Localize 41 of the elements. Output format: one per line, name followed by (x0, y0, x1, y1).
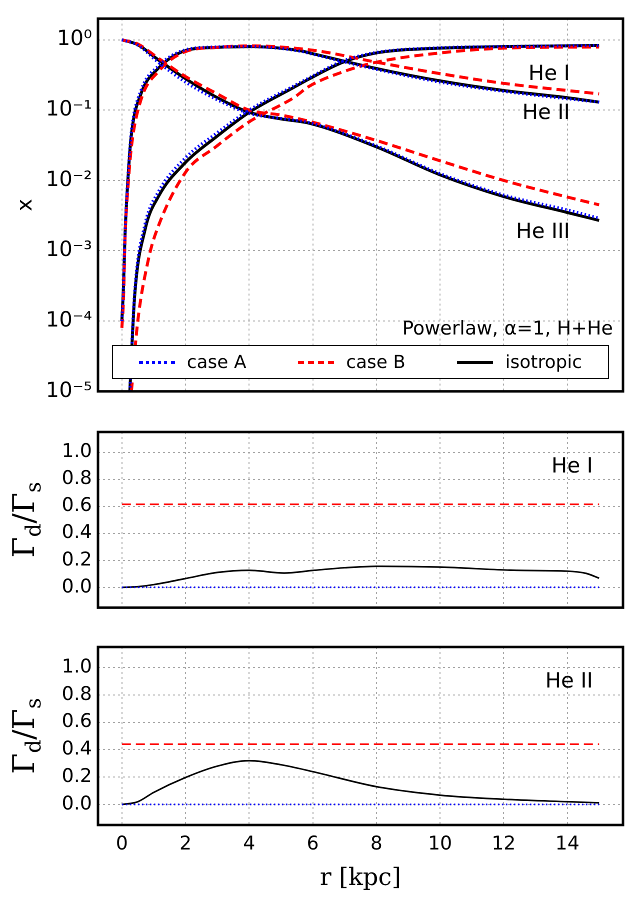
annotation: He III (516, 219, 570, 244)
line-series (121, 760, 600, 806)
x-tick-label: 0 (116, 832, 128, 854)
x-tick-label: 10 (428, 832, 452, 854)
y-tick-label: 0.2 (62, 548, 92, 570)
y-tick-label: 0.8 (62, 467, 92, 490)
x-tick-label: 6 (306, 832, 319, 854)
y-tick-label: 10⁻⁴ (46, 308, 92, 332)
legend-label: case A (186, 352, 246, 373)
y-axis-title: Γd/Γs (6, 698, 46, 774)
y-tick-label: 10⁰ (56, 26, 92, 50)
y-tick-label: 0.6 (62, 494, 92, 516)
legend-label: isotropic (505, 352, 582, 373)
x-axis-title: r [kpc] (320, 863, 402, 892)
x-tick-label: 4 (243, 832, 256, 854)
y-tick-label: 0.2 (62, 765, 92, 788)
y-tick-label: 10⁻² (46, 166, 92, 191)
legend-label: case B (346, 352, 406, 373)
annotation: He I (551, 453, 593, 478)
y-tick-label: 0.6 (62, 710, 92, 732)
y-tick-label: 10⁻³ (46, 237, 92, 262)
y-tick-label: 0.8 (62, 682, 92, 705)
y-tick-label: 0.4 (62, 521, 92, 544)
annotation: He I (528, 61, 570, 86)
x-tick-label: 12 (492, 832, 516, 854)
y-tick-label: 10⁻¹ (46, 96, 92, 121)
x-tick-label: 8 (370, 832, 382, 854)
y-tick-label: 1.0 (62, 655, 92, 678)
y-tick-label: 0.4 (62, 738, 92, 760)
line-series (121, 565, 600, 588)
annotation: He II (545, 668, 593, 692)
annotation: He II (522, 100, 570, 124)
y-axis-title: x (12, 198, 36, 212)
y-tick-label: 0.0 (62, 792, 92, 814)
x-tick-label: 14 (555, 832, 580, 854)
x-tick-label: 2 (179, 832, 192, 854)
annotation: Powerlaw, α=1, H+He (402, 317, 613, 340)
y-tick-label: 1.0 (62, 440, 92, 462)
y-tick-label: 0.0 (62, 575, 92, 598)
y-tick-label: 10⁻⁵ (46, 378, 92, 402)
y-axis-title: Γd/Γs (6, 482, 46, 558)
